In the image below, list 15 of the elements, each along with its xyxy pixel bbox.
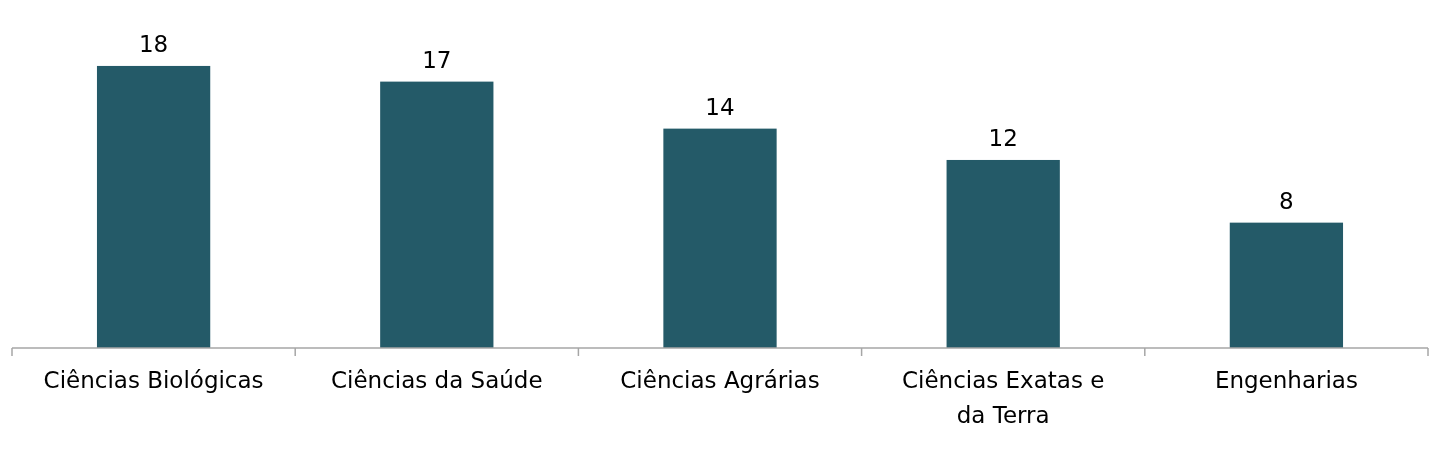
data-label: 17: [422, 46, 452, 73]
data-label: 14: [705, 93, 735, 120]
x-tick-label: Ciências Exatas e da Terra: [902, 367, 1105, 428]
bar: [663, 128, 777, 348]
x-tick-label: Ciências Biológicas: [43, 367, 264, 393]
data-label: 12: [988, 124, 1018, 151]
bar: [380, 81, 494, 348]
bar: [1229, 222, 1344, 348]
bar: [96, 65, 211, 348]
x-tick-label: Engenharias: [1214, 367, 1358, 393]
x-tick-label: Ciências Agrárias: [620, 367, 820, 393]
bar: [946, 159, 1060, 348]
data-label: 18: [138, 30, 169, 57]
data-label: 8: [1279, 187, 1294, 214]
x-tick-label: Ciências da Saúde: [330, 367, 543, 393]
